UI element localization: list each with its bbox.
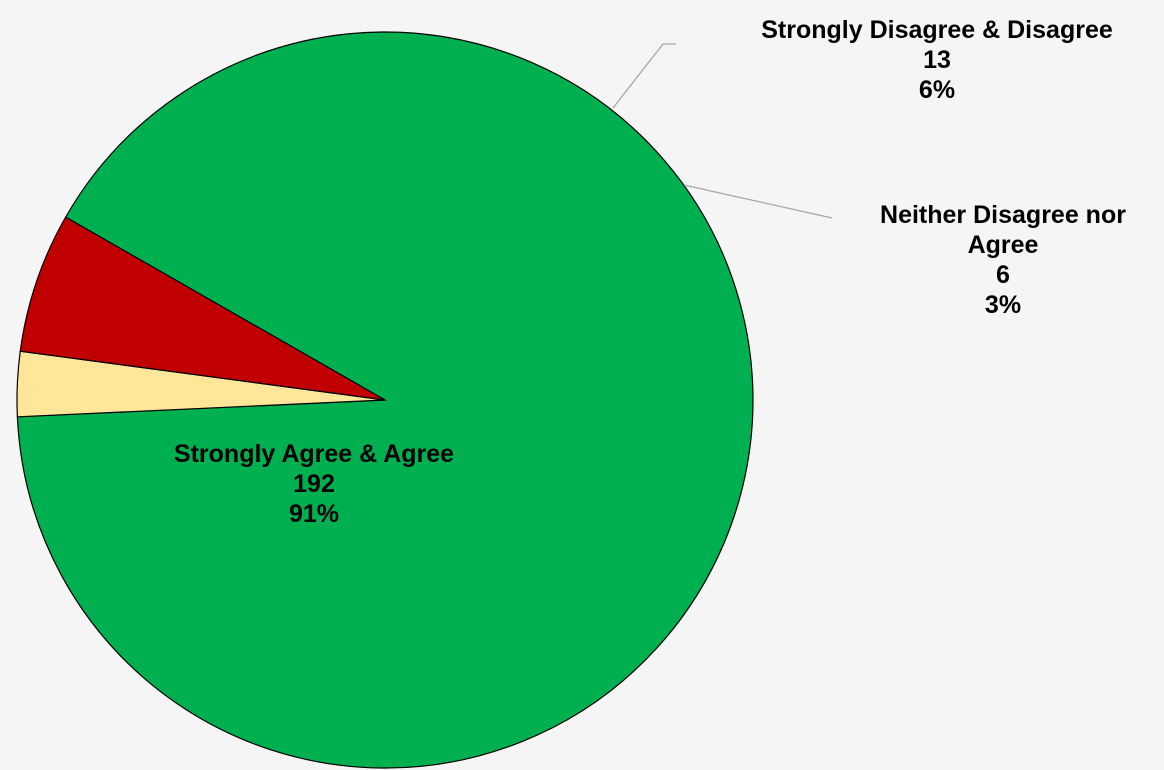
slice-label-agree: Strongly Agree & Agree 192 91% [174,440,454,528]
pie-slice-agree [16,31,754,769]
slice-disagree-value: 13 [923,46,951,74]
slice-neither-percent: 3% [985,291,1021,319]
slice-agree-label-line-1: Strongly Agree & Agree [174,440,454,468]
slice-disagree-percent: 6% [919,76,955,104]
slice-disagree-label-line-1: Strongly Disagree & Disagree [761,16,1113,44]
slice-labels: Strongly Agree & Agree 192 91% Neither Disa… [174,16,1126,528]
slice-label-neither: Neither Disagree nor Agree 6 3% [880,201,1126,319]
slice-neither-label-line-1: Neither Disagree nor [880,201,1126,229]
slice-neither-value: 6 [996,261,1010,289]
leader-line-disagree [612,43,676,109]
slice-agree-percent: 91% [289,500,339,528]
pie-slice-disagree [19,216,386,401]
slice-label-disagree: Strongly Disagree & Disagree 13 6% [761,16,1113,104]
leader-line-neither [683,184,833,219]
leader-lines [612,43,833,219]
slice-agree-value: 192 [293,470,335,498]
slice-neither-label-line-2: Agree [968,231,1039,259]
pie-slices [16,31,754,769]
